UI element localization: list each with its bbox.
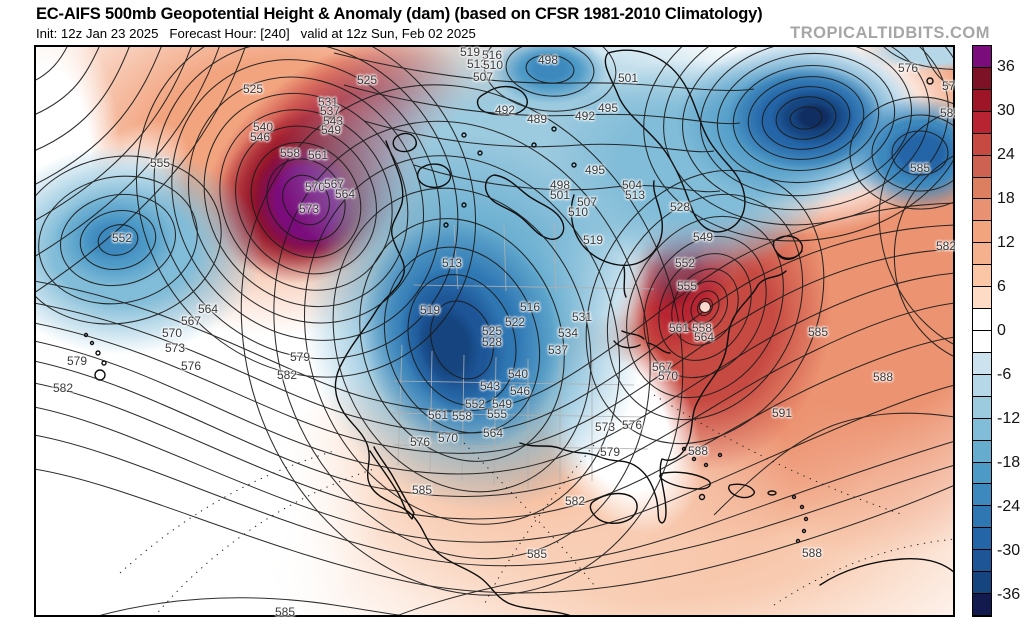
colorbar-tick-label: 36: [997, 58, 1015, 75]
colorbar-cell: [973, 67, 991, 90]
colorbar-cell: [973, 309, 991, 331]
colorbar-tick-label: -30: [997, 542, 1021, 559]
colorbar-tick-label: 18: [997, 190, 1015, 207]
height-contour-layer: [34, 45, 955, 617]
colorbar-cell: [973, 550, 991, 573]
colorbar-tick-label: -36: [997, 586, 1021, 603]
colorbar-cell: [973, 111, 991, 134]
tropicaltidbits-watermark: TROPICALTIDBITS.COM: [790, 24, 990, 42]
colorbar-tick-label: 6: [997, 278, 1006, 295]
colorbar-cell: [973, 374, 991, 397]
anomaly-colorbar: [972, 45, 992, 617]
colorbar-cell: [973, 352, 991, 375]
colorbar-tick-label: 24: [997, 146, 1015, 163]
colorbar-tick-label: -24: [997, 498, 1021, 515]
colorbar-tick-label: 30: [997, 102, 1015, 119]
chart-title: EC-AIFS 500mb Geopotential Height & Anom…: [36, 5, 763, 23]
colorbar-cell: [973, 265, 991, 288]
colorbar-cell: [973, 572, 991, 595]
map-canvas: [34, 45, 955, 617]
weather-map: 525 525 531 537 543 549 540 546 555 558 …: [34, 45, 955, 617]
graticule-layer: [119, 394, 955, 617]
colorbar-cell: [973, 396, 991, 419]
colorbar-cell: [973, 594, 991, 616]
colorbar-cell: [973, 440, 991, 463]
colorbar-cell: [973, 155, 991, 178]
map-frame: [34, 45, 955, 617]
colorbar-tick-label: 12: [997, 234, 1015, 251]
colorbar-tick-label: -6: [997, 366, 1012, 383]
colorbar-cell: [973, 506, 991, 529]
colorbar-cell: [973, 462, 991, 485]
colorbar-cell: [973, 484, 991, 507]
anomaly-fill-layer: [34, 45, 955, 617]
colorbar-cell: [973, 243, 991, 266]
colorbar-cell: [973, 46, 991, 68]
colorbar-tick-label: -12: [997, 410, 1021, 427]
colorbar-cell: [973, 133, 991, 156]
colorbar-cell: [973, 199, 991, 222]
colorbar-cell: [973, 89, 991, 112]
colorbar-tick-label: 0: [997, 322, 1006, 339]
colorbar-cell: [973, 330, 991, 353]
colorbar-cell: [973, 221, 991, 244]
colorbar-cell: [973, 418, 991, 441]
init-forecast-valid-line: Init: 12z Jan 23 2025 Forecast Hour: [24…: [36, 26, 476, 41]
colorbar-cell: [973, 177, 991, 200]
colorbar-tick-labels: 36 30 24 18 12 6 0 -6 -12 -18 -24 -30 -3…: [997, 45, 1024, 617]
colorbar-cell: [973, 528, 991, 551]
colorbar-cell: [973, 287, 991, 310]
colorbar-tick-label: -18: [997, 454, 1021, 471]
